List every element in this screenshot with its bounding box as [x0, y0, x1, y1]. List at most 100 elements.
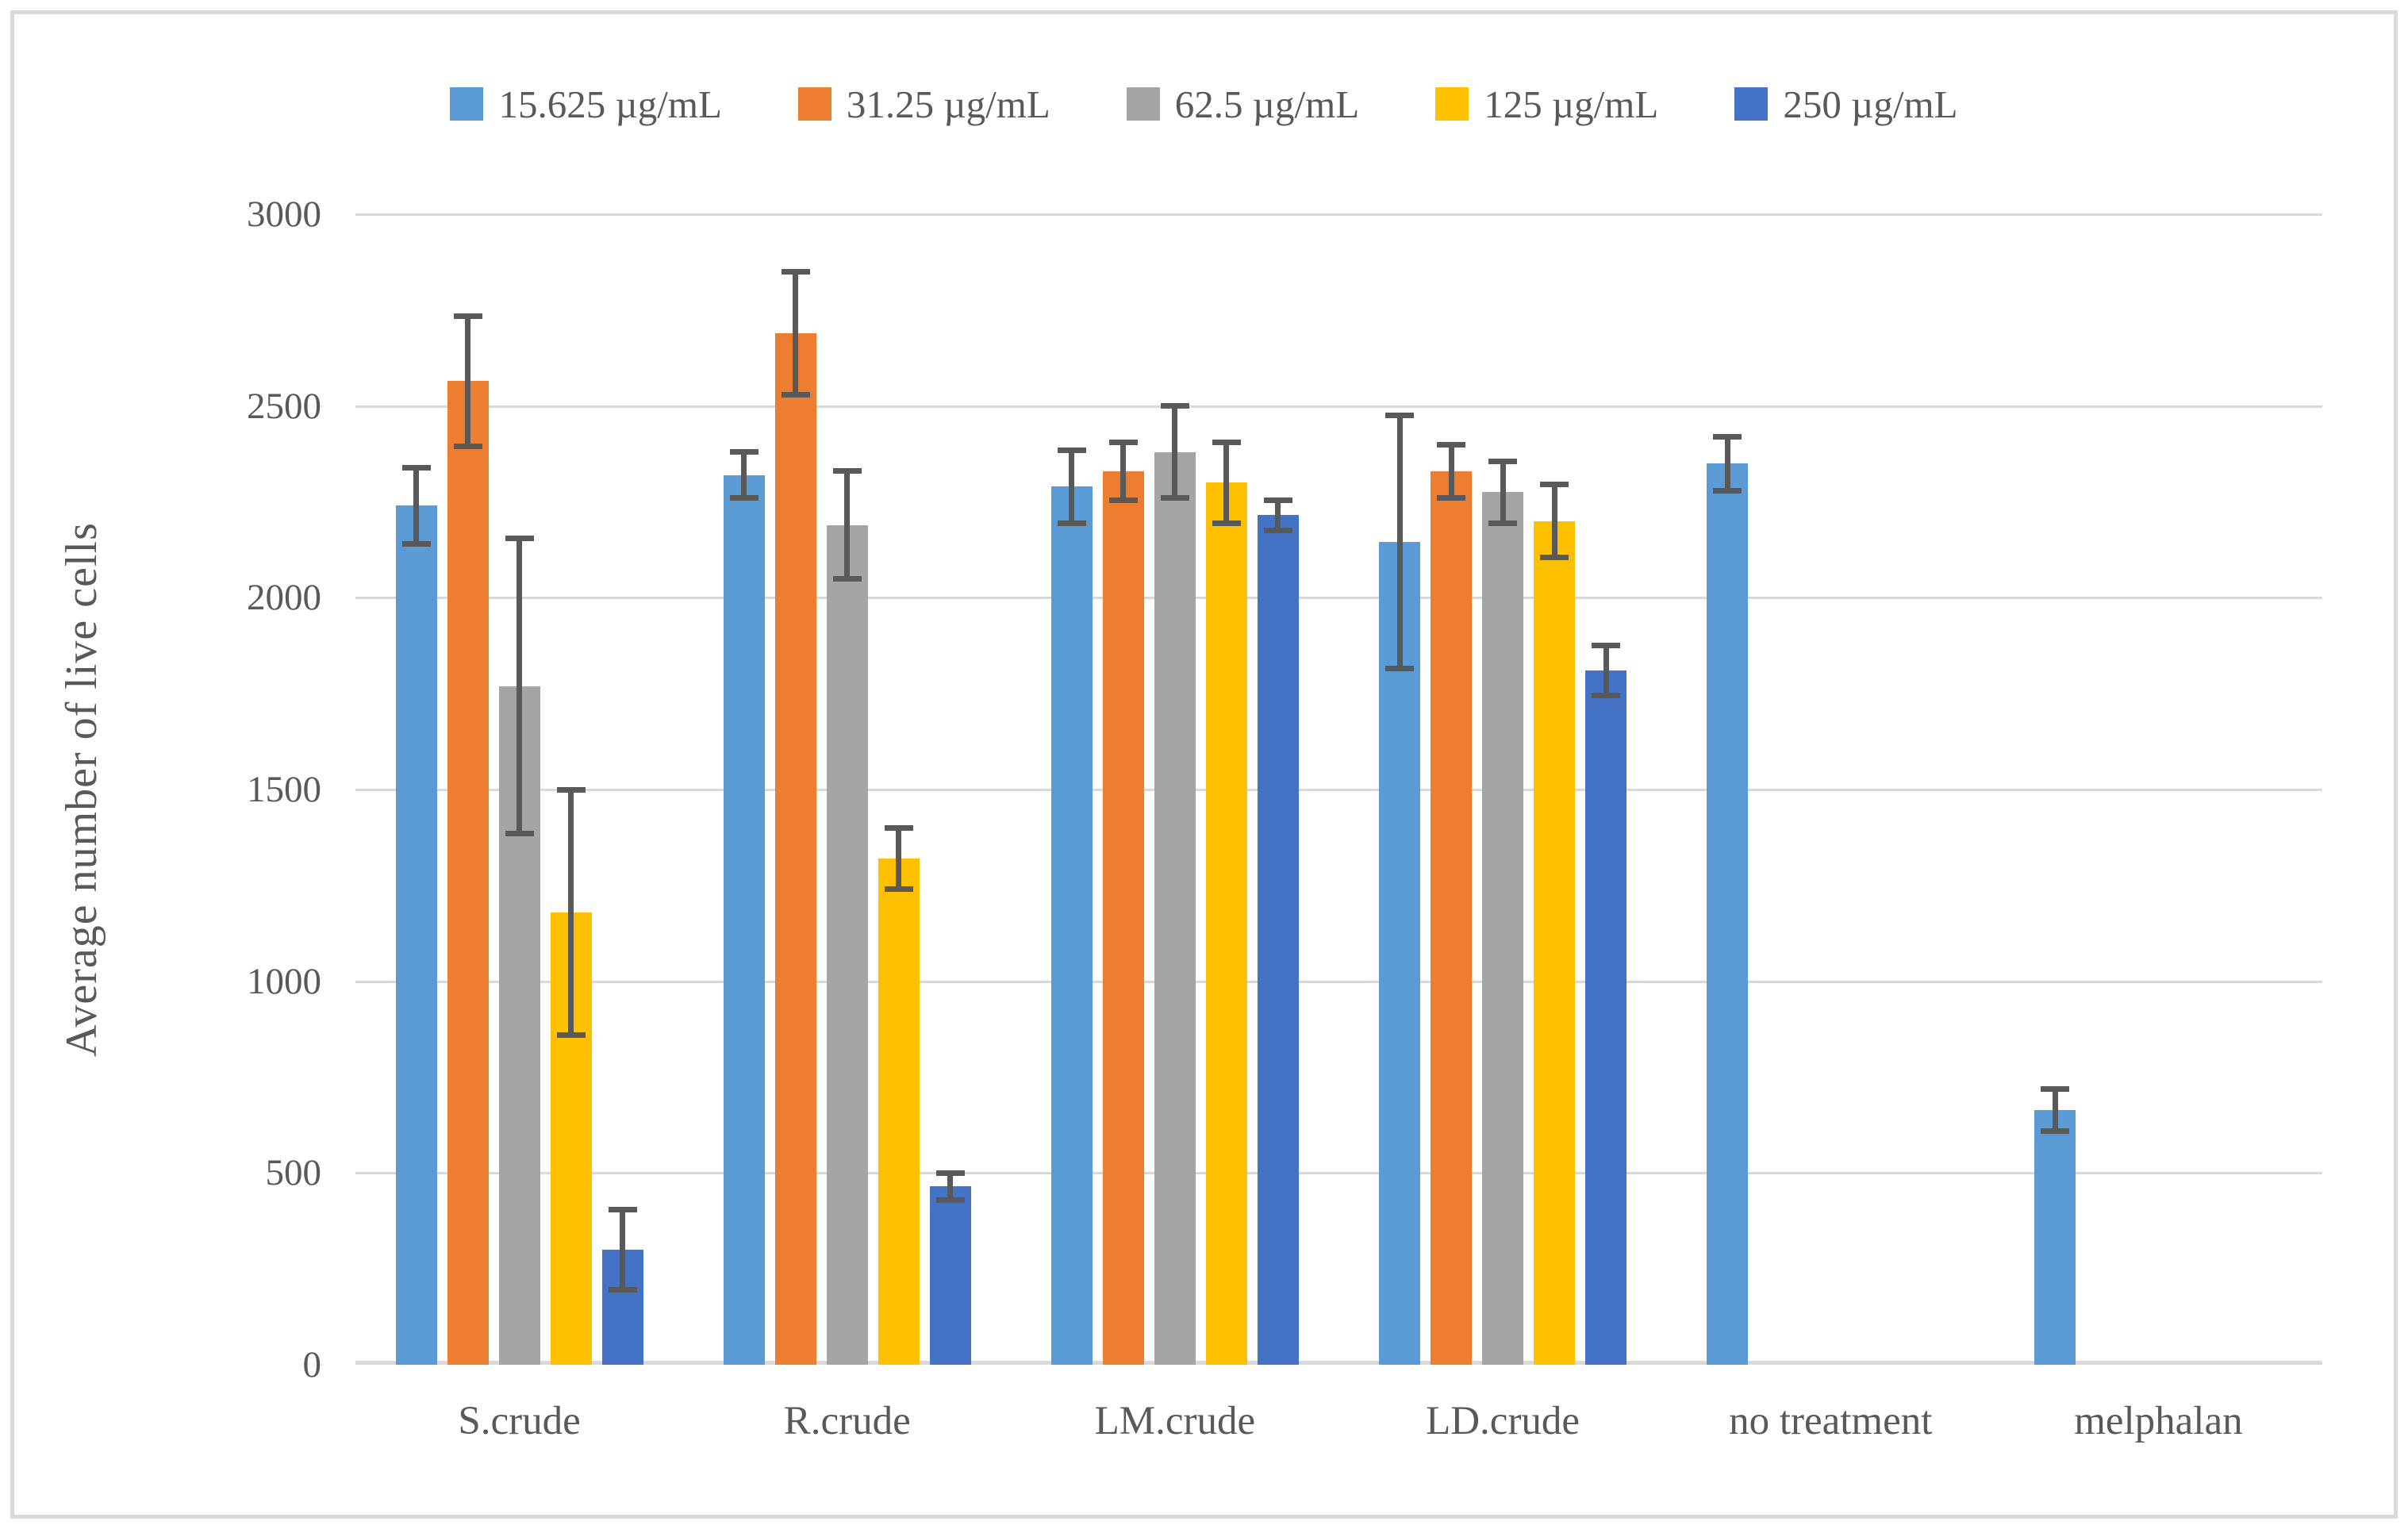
error-bar-stem: [517, 538, 523, 834]
legend-label: 31.25 µg/mL: [846, 82, 1050, 126]
bar-lm-crude-series1: [1050, 486, 1093, 1365]
error-bar-cap: [453, 443, 482, 449]
bar-ld-crude-series1: [1379, 542, 1421, 1365]
legend-item: 250 µg/mL: [1734, 82, 1958, 127]
error-bar-cap: [505, 831, 534, 837]
error-bar-stem: [465, 316, 471, 447]
error-bar-cap: [401, 464, 431, 471]
bar-r-crude-series2: [774, 332, 816, 1365]
error-bar-cap: [608, 1206, 637, 1212]
y-tick-label: 1000: [247, 960, 321, 1002]
y-tick-label: 2000: [247, 577, 321, 619]
error-bar-cap: [1488, 520, 1518, 526]
gridline: [355, 405, 2322, 408]
error-bar-cap: [608, 1287, 637, 1293]
y-tick-label: 1500: [247, 769, 321, 810]
legend-swatch-icon: [1126, 87, 1160, 121]
bar-lm-crude-series2: [1102, 471, 1144, 1365]
bar-ld-crude-series3: [1482, 492, 1524, 1365]
error-bar-cap: [1385, 413, 1415, 419]
error-bar-stem: [1396, 415, 1403, 669]
error-bar-cap: [1592, 693, 1621, 699]
error-bar-cap: [729, 449, 759, 455]
error-bar-cap: [1263, 528, 1292, 534]
gridline: [355, 789, 2322, 791]
legend-swatch-icon: [797, 87, 831, 121]
gridline: [355, 213, 2322, 216]
error-bar-cap: [505, 535, 534, 541]
error-bar-stem: [1172, 405, 1178, 498]
error-bar-stem: [1500, 461, 1506, 524]
error-bar-stem: [896, 828, 902, 889]
bar-lm-crude-series4: [1205, 482, 1247, 1365]
legend-item: 125 µg/mL: [1435, 82, 1658, 127]
legend-item: 62.5 µg/mL: [1126, 82, 1360, 127]
y-axis-title-box: Average number of live cells: [38, 214, 125, 1365]
legend-swatch-icon: [1734, 87, 1769, 121]
error-bar-cap: [1592, 643, 1621, 649]
bar-r-crude-series4: [878, 859, 920, 1365]
error-bar-cap: [935, 1197, 965, 1203]
bar-ld-crude-series2: [1431, 471, 1473, 1365]
bar-ld-crude-series5: [1585, 670, 1627, 1365]
x-category-label: S.crude: [458, 1399, 581, 1443]
error-bar-cap: [1540, 555, 1569, 561]
error-bar-stem: [2052, 1089, 2058, 1131]
error-bar-cap: [1437, 495, 1466, 501]
bar-melphalan-series1: [2034, 1109, 2076, 1365]
error-bar-cap: [556, 786, 586, 793]
error-bar-cap: [884, 886, 913, 893]
plot-area: [355, 213, 2322, 1365]
error-bar-stem: [1448, 444, 1454, 498]
error-bar-stem: [413, 467, 420, 544]
error-bar-cap: [781, 269, 810, 275]
error-bar-stem: [844, 471, 851, 579]
error-bar-cap: [401, 541, 431, 547]
error-bar-cap: [1160, 495, 1189, 501]
legend-label: 250 µg/mL: [1783, 82, 1958, 126]
error-bar-cap: [1057, 520, 1086, 526]
x-category-label: no treatment: [1729, 1399, 1933, 1443]
y-tick-label: 0: [302, 1344, 322, 1385]
legend-swatch-icon: [450, 87, 484, 121]
bar-r-crude-series3: [826, 524, 868, 1365]
bar-r-crude-series5: [929, 1186, 971, 1365]
legend-item: 31.25 µg/mL: [797, 82, 1050, 127]
chart-legend: 15.625 µg/mL 31.25 µg/mL 62.5 µg/mL 125 µg/…: [0, 73, 2408, 135]
error-bar-stem: [1603, 645, 1609, 696]
legend-swatch-icon: [1435, 87, 1469, 121]
legend-item: 15.625 µg/mL: [450, 82, 722, 127]
error-bar-cap: [729, 495, 759, 501]
error-bar-cap: [1108, 497, 1138, 503]
error-bar-stem: [1724, 436, 1730, 490]
error-bar-cap: [1713, 433, 1742, 440]
error-bar-stem: [947, 1173, 954, 1201]
error-bar-stem: [1069, 450, 1075, 524]
error-bar-cap: [1160, 403, 1189, 409]
error-bar-cap: [556, 1031, 586, 1038]
error-bar-stem: [1120, 442, 1127, 501]
legend-label: 62.5 µg/mL: [1174, 82, 1360, 126]
gridline: [355, 597, 2322, 600]
error-bar-cap: [1385, 666, 1415, 672]
bar-r-crude-series1: [723, 474, 765, 1365]
error-bar-stem: [568, 789, 574, 1035]
bar-no-treatment-series1: [1707, 463, 1749, 1365]
error-bar-stem: [1223, 442, 1230, 524]
bar-lm-crude-series5: [1257, 515, 1299, 1365]
figure-border: [10, 10, 2398, 1519]
error-bar-cap: [1212, 440, 1241, 446]
legend-label: 125 µg/mL: [1484, 82, 1659, 126]
error-bar-cap: [453, 313, 482, 319]
bar-ld-crude-series4: [1534, 521, 1576, 1365]
error-bar-cap: [2041, 1085, 2070, 1092]
gridline: [355, 1172, 2322, 1175]
bar-lm-crude-series3: [1154, 451, 1196, 1365]
error-bar-cap: [1540, 482, 1569, 488]
x-category-label: LD.crude: [1426, 1399, 1580, 1443]
error-bar-cap: [2041, 1128, 2070, 1134]
legend-label: 15.625 µg/mL: [498, 82, 722, 126]
error-bar-cap: [1263, 497, 1292, 503]
error-bar-stem: [741, 451, 747, 498]
